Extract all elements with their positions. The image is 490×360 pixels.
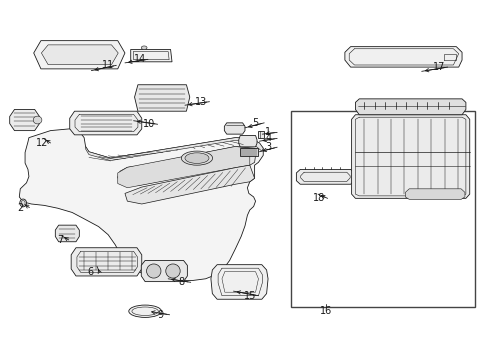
Polygon shape <box>345 47 462 67</box>
Text: 9: 9 <box>158 310 164 320</box>
Polygon shape <box>135 85 190 111</box>
Polygon shape <box>355 99 466 115</box>
Text: 10: 10 <box>143 119 155 129</box>
Polygon shape <box>125 165 255 204</box>
Polygon shape <box>240 148 258 156</box>
Polygon shape <box>34 41 125 69</box>
Ellipse shape <box>20 199 26 207</box>
Polygon shape <box>41 45 118 65</box>
Polygon shape <box>118 147 256 185</box>
Ellipse shape <box>141 46 147 49</box>
Polygon shape <box>86 138 263 161</box>
Text: 13: 13 <box>195 97 207 107</box>
Text: 15: 15 <box>244 291 256 301</box>
Polygon shape <box>131 49 172 62</box>
Text: 11: 11 <box>102 60 114 70</box>
Polygon shape <box>224 123 245 134</box>
Polygon shape <box>70 111 142 135</box>
Polygon shape <box>55 225 79 242</box>
Polygon shape <box>19 129 263 280</box>
Bar <box>291 111 475 307</box>
Ellipse shape <box>181 151 213 165</box>
Text: 16: 16 <box>319 306 332 316</box>
Ellipse shape <box>33 116 42 124</box>
Text: 1: 1 <box>265 127 271 138</box>
Polygon shape <box>118 147 250 188</box>
Polygon shape <box>258 131 264 138</box>
Ellipse shape <box>147 264 161 278</box>
Text: 17: 17 <box>433 62 445 72</box>
Text: 6: 6 <box>88 267 94 278</box>
Polygon shape <box>10 109 40 131</box>
Polygon shape <box>141 260 187 282</box>
Text: 12: 12 <box>36 138 49 148</box>
Ellipse shape <box>185 153 209 163</box>
Ellipse shape <box>166 264 180 278</box>
Text: 8: 8 <box>179 277 185 287</box>
Polygon shape <box>239 136 257 147</box>
Polygon shape <box>296 170 354 184</box>
Polygon shape <box>71 248 142 276</box>
Text: 3: 3 <box>265 142 271 152</box>
Polygon shape <box>211 265 268 299</box>
Polygon shape <box>352 115 470 198</box>
Text: 5: 5 <box>252 118 258 128</box>
Text: 4: 4 <box>265 133 271 143</box>
Text: 18: 18 <box>313 193 325 203</box>
Text: 14: 14 <box>134 54 146 64</box>
Text: 2: 2 <box>17 203 24 212</box>
Text: 7: 7 <box>57 235 63 245</box>
Polygon shape <box>405 189 465 199</box>
Ellipse shape <box>129 305 161 318</box>
